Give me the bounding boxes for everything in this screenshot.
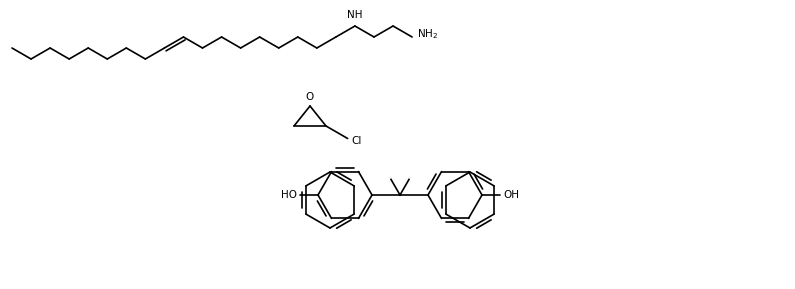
Text: Cl: Cl xyxy=(351,136,362,145)
Text: NH: NH xyxy=(347,10,363,20)
Text: OH: OH xyxy=(503,190,519,200)
Text: HO: HO xyxy=(281,190,297,200)
Text: O: O xyxy=(306,92,314,102)
Text: NH$_2$: NH$_2$ xyxy=(417,27,438,41)
